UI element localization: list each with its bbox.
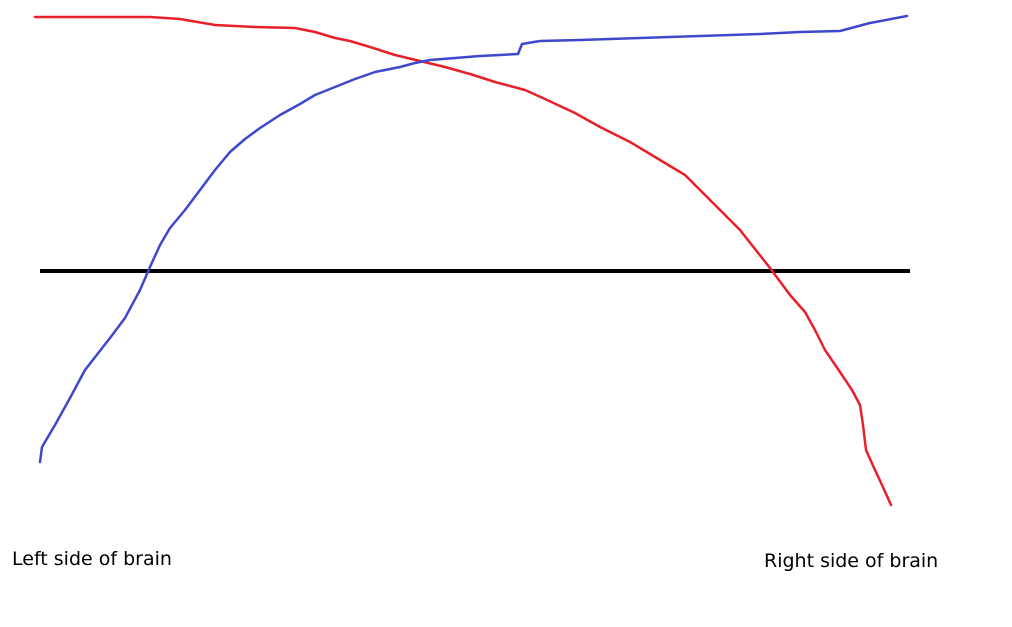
- red-curve: [33, 15, 893, 507]
- left-side-label: Left side of brain: [12, 548, 172, 570]
- blue-curve: [38, 14, 909, 464]
- right-side-label: Right side of brain: [764, 550, 939, 572]
